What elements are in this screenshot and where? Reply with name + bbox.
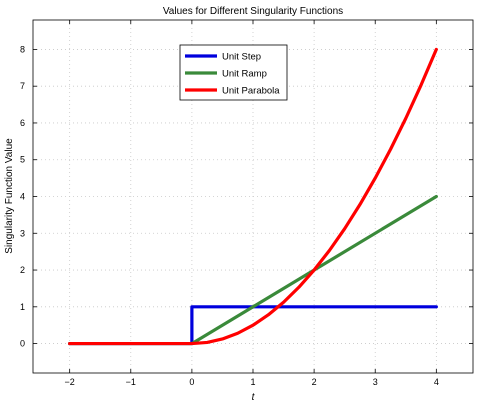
y-tick-label: 2 <box>20 265 25 275</box>
y-tick-label: 3 <box>20 228 25 238</box>
y-tick-label: 8 <box>20 44 25 54</box>
x-tick-label: 4 <box>434 377 439 387</box>
y-tick-label: 7 <box>20 81 25 91</box>
y-tick-label: 5 <box>20 155 25 165</box>
legend: Unit Step Unit Ramp Unit Parabola <box>179 44 288 101</box>
x-axis-label: t <box>252 392 256 403</box>
axis-ticks: −2 −1 0 1 2 3 4 0 1 2 3 4 5 6 7 8 <box>20 20 473 387</box>
y-tick-label: 0 <box>20 339 25 349</box>
plot-area-frame <box>32 19 474 374</box>
series-line-unit-parabola <box>68 47 438 346</box>
x-tick-label: −2 <box>65 377 75 387</box>
y-tick-label: 4 <box>20 192 25 202</box>
legend-label-unit-step: Unit Step <box>222 52 261 63</box>
chart-title: Values for Different Singularity Functio… <box>163 6 343 17</box>
y-axis-label: Singularity Function Value <box>4 138 15 254</box>
legend-label-unit-parabola: Unit Parabola <box>222 86 280 97</box>
y-tick-label: 1 <box>20 302 25 312</box>
legend-label-unit-ramp: Unit Ramp <box>222 69 267 80</box>
x-tick-label: 1 <box>250 377 255 387</box>
y-tick-label: 6 <box>20 118 25 128</box>
x-tick-label: −1 <box>126 377 136 387</box>
x-tick-label: 3 <box>373 377 378 387</box>
x-tick-label: 2 <box>312 377 317 387</box>
data-series <box>68 47 438 346</box>
x-tick-label: 0 <box>189 377 194 387</box>
